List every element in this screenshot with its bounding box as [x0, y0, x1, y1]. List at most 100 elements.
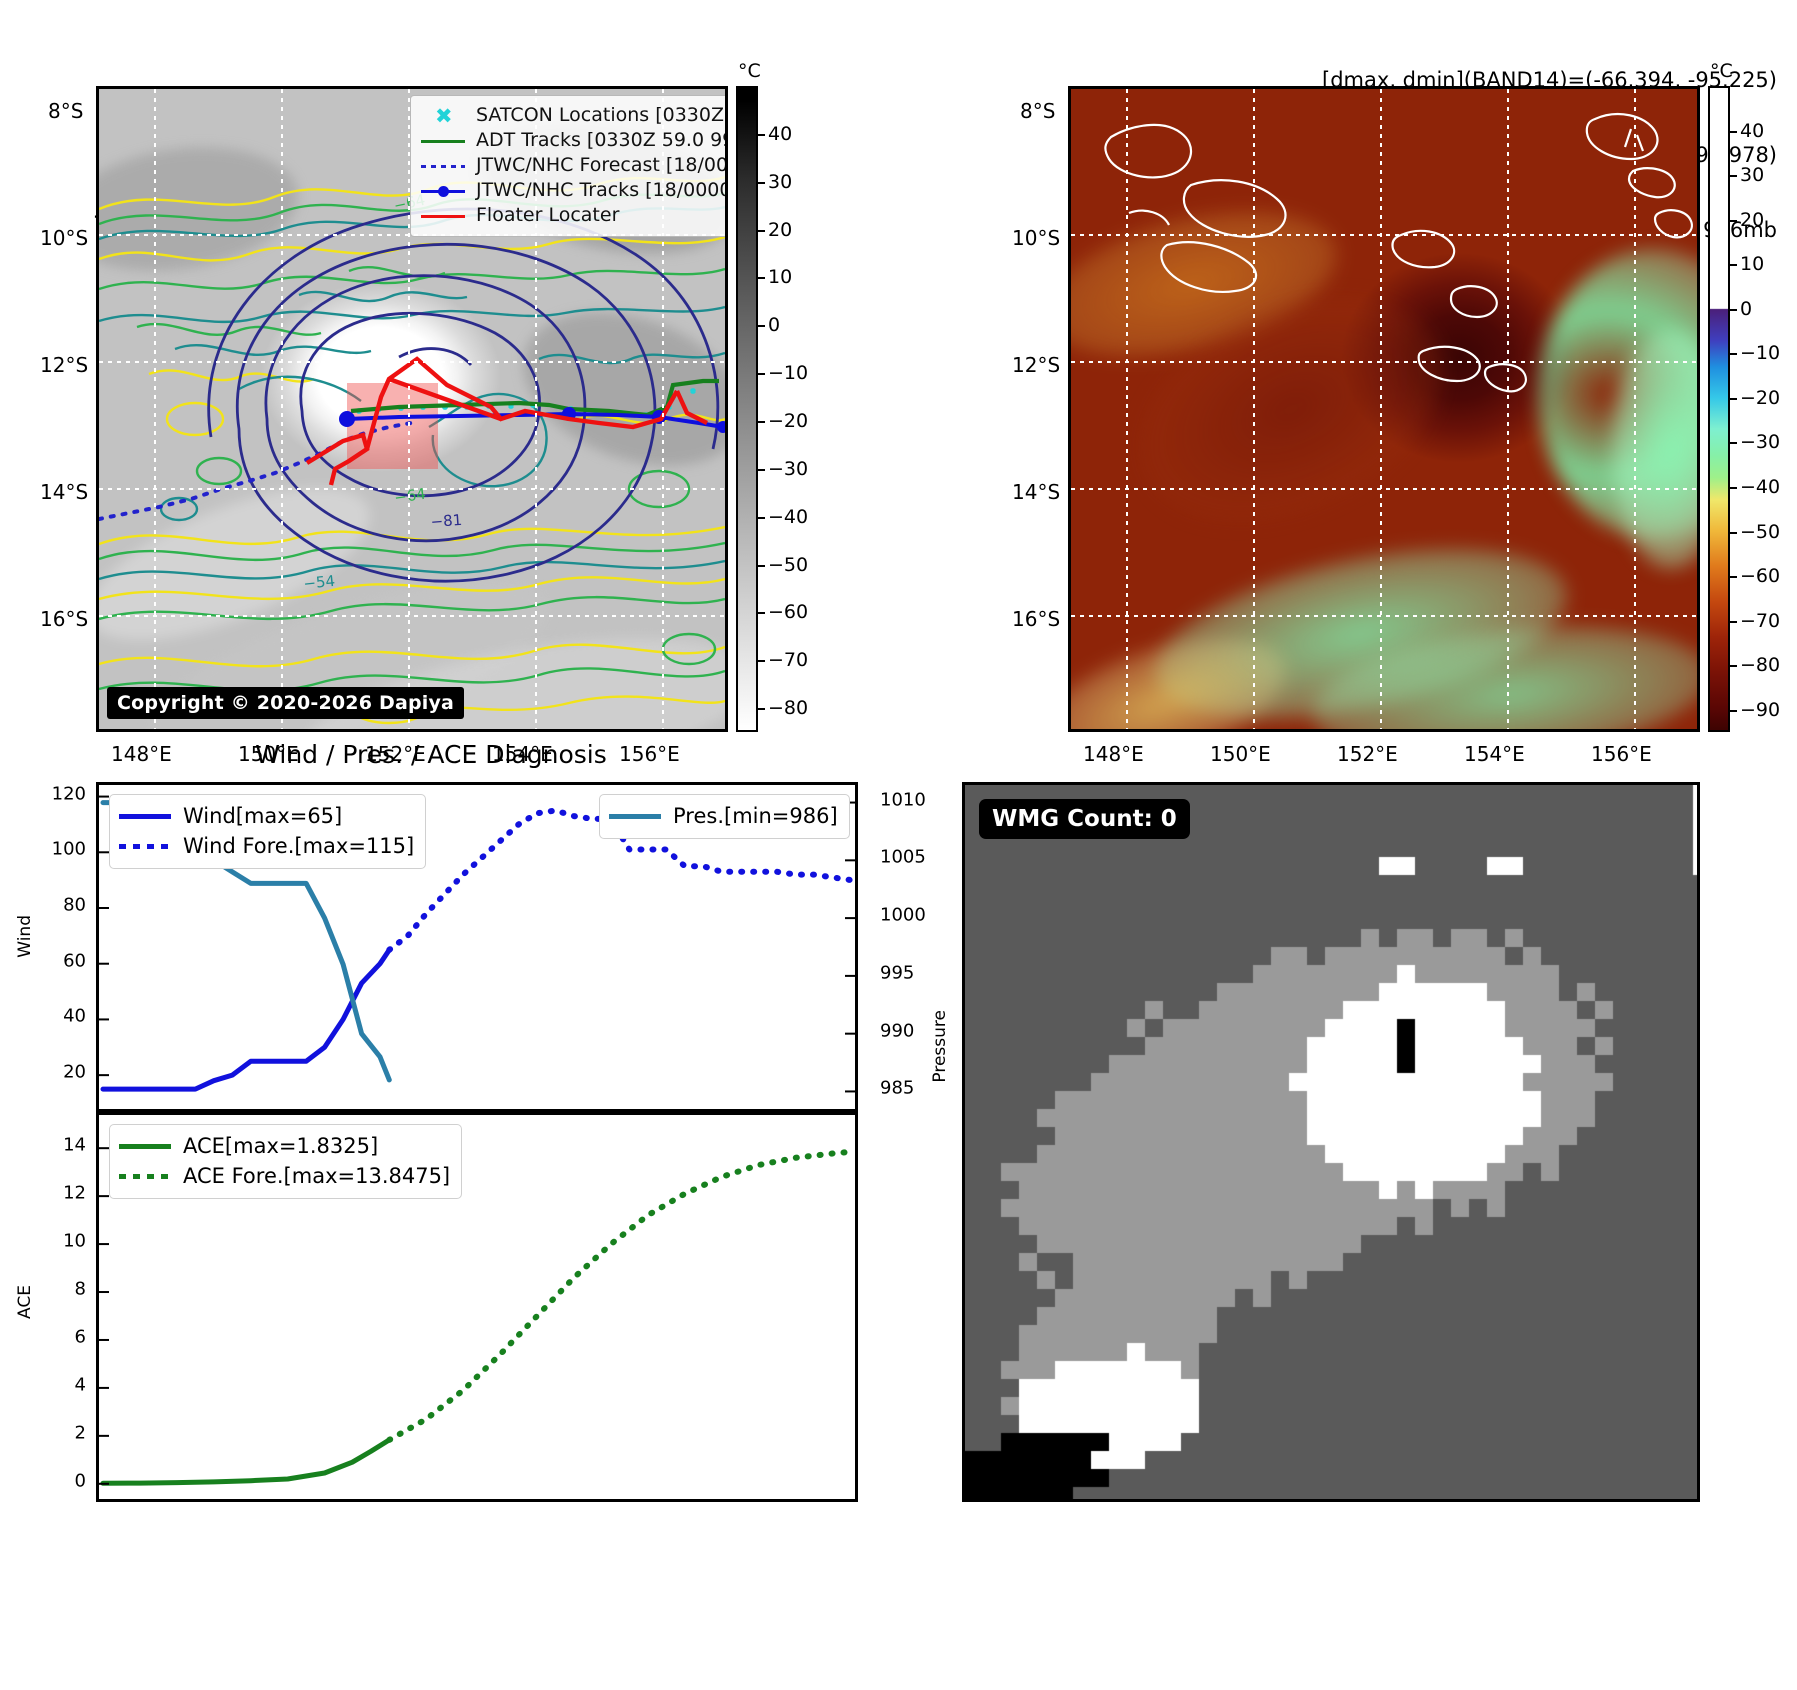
legend-item[interactable]: Wind Fore.[max=115]: [119, 831, 414, 861]
colorbar-tick-label: −10: [768, 362, 809, 385]
map-legend[interactable]: ✖ SATCON Locations [0330Z 58 987] ADT Tr…: [410, 95, 728, 237]
awv-lat-tick-10s: 10°S: [1012, 226, 1061, 250]
colorbar-tick-label: 10: [768, 266, 793, 289]
legend-item[interactable]: ACE[max=1.8325]: [119, 1131, 450, 1161]
legend-item[interactable]: JTWC/NHC Forecast [18/0000Z]: [421, 153, 728, 178]
legend-item[interactable]: ACE Fore.[max=13.8475]: [119, 1161, 450, 1191]
legend-label: JTWC/NHC Forecast [18/0000Z]: [476, 154, 728, 176]
lat-tick-10s: 10°S: [40, 226, 89, 250]
series-Wind Fore.[max=115]: [386, 807, 854, 953]
awv-lat-tick-16s: 16°S: [1012, 607, 1061, 631]
wmg-count-badge: WMG Count: 0: [979, 799, 1190, 839]
colorbar-tick-mark: [1730, 665, 1737, 668]
lat-tick-16s: 16°S: [40, 607, 89, 631]
grid-line: [1380, 89, 1382, 729]
grid-line: [154, 89, 156, 729]
colorbar-tick-label: −90: [1740, 698, 1781, 721]
ir-grayscale-map[interactable]: −81 −64 −64 −54: [96, 86, 728, 732]
colorbar-tick-mark: [758, 564, 765, 567]
wmg-panel[interactable]: WMG Count: 0: [962, 782, 1700, 1502]
awv-lon-tick-154e: 154°E: [1464, 742, 1525, 766]
awv-lon-tick-150e: 150°E: [1210, 742, 1271, 766]
colorbar-tick-mark: [1730, 175, 1737, 178]
ace-tick-label: 0: [74, 1470, 86, 1492]
grid-line: [1071, 488, 1697, 490]
colorbar-grayscale[interactable]: °C 40 30 20 10 0 −10 −20 −30 −40 −50 −60 −70 −80: [736, 60, 846, 732]
legend-item[interactable]: Pres.[min=986]: [609, 801, 838, 831]
ace-legend[interactable]: ACE[max=1.8325] ACE Fore.[max=13.8475]: [109, 1124, 463, 1199]
wind-legend[interactable]: Wind[max=65] Wind Fore.[max=115]: [109, 794, 427, 869]
colorbar-tick-mark: [1730, 709, 1737, 712]
awv-lat-tick-8s: 8°S: [1020, 99, 1056, 123]
svg-text:−54: −54: [303, 572, 336, 593]
wind-pressure-chart[interactable]: Wind[max=65] Wind Fore.[max=115] Pres.[m…: [96, 782, 858, 1112]
colorbar-tick-label: −50: [768, 553, 809, 576]
wind-tick-label: 100: [51, 838, 86, 860]
colorbar-tick-mark: [758, 468, 765, 471]
awv-coastlines: [1104, 113, 1693, 393]
legend-item[interactable]: Wind[max=65]: [119, 801, 414, 831]
legend-item[interactable]: Floater Locater: [421, 203, 725, 228]
pressure-tick-label: 1000: [880, 904, 926, 926]
satcon-x-icon: ✖: [435, 103, 453, 128]
colorbar-tick-mark: [758, 181, 765, 184]
ace-tick-label: 4: [74, 1374, 86, 1396]
colorbar-unit: °C: [738, 60, 761, 82]
ace-tick-label: 8: [74, 1278, 86, 1300]
grid-line: [1634, 89, 1636, 729]
ace-tick-label: 6: [74, 1326, 86, 1348]
pressure-legend[interactable]: Pres.[min=986]: [599, 794, 850, 839]
awv-lat-tick-14s: 14°S: [1012, 480, 1061, 504]
colorbar-tick-label: −10: [1740, 342, 1781, 365]
lat-tick-14s: 14°S: [40, 480, 89, 504]
colorbar-tick-mark: [758, 420, 765, 423]
grid-line: [99, 361, 725, 363]
colorbar-tick-label: −80: [768, 697, 809, 720]
legend-label: ADT Tracks [0330Z 59.0 992.4]: [476, 129, 725, 151]
wind-tick-label: 40: [63, 1005, 86, 1027]
colorbar-tick-label: −20: [1740, 386, 1781, 409]
ace-plot-area: [99, 1147, 854, 1486]
colorbar-tick-mark: [758, 277, 765, 280]
jtwc-track-icon: [421, 184, 465, 198]
colorbar-tick-label: −50: [1740, 520, 1781, 543]
legend-item[interactable]: ADT Tracks [0330Z 59.0 992.4]: [421, 128, 725, 153]
colorbar-tick-mark: [758, 660, 765, 663]
grid-line: [281, 89, 283, 729]
charts-title: Wind / Pres. / ACE Diagnosis: [255, 740, 607, 769]
ace-tick-label: 14: [63, 1134, 86, 1156]
wind-forecast-dotted-icon: [119, 839, 171, 853]
wind-line-icon: [119, 809, 171, 823]
colorbar-tick-mark: [758, 708, 765, 711]
pressure-tick-label: 1005: [880, 846, 926, 868]
colorbar-tick-label: 40: [768, 122, 793, 145]
copyright-notice: Copyright © 2020-2026 Dapiya: [107, 687, 465, 719]
legend-label: Wind[max=65]: [183, 803, 343, 828]
floater-box: [347, 383, 438, 469]
ace-chart[interactable]: ACE[max=1.8325] ACE Fore.[max=13.8475]: [96, 1112, 858, 1502]
enhanced-ir-map[interactable]: [1068, 86, 1700, 732]
series-Wind[max=65]: [100, 947, 392, 1092]
colorbar-tick-mark: [758, 516, 765, 519]
legend-label: Floater Locater: [476, 204, 620, 226]
colorbar-tick-label: 0: [768, 314, 781, 337]
colorbar-tick-label: 30: [768, 170, 793, 193]
grid-line: [1071, 234, 1697, 236]
floater-line-icon: [421, 209, 465, 223]
legend-label: Wind Fore.[max=115]: [183, 833, 415, 858]
awv-lon-tick-152e: 152°E: [1337, 742, 1398, 766]
legend-label: SATCON Locations [0330Z 58 987]: [476, 104, 725, 126]
colorbar-tick-label: 20: [768, 218, 793, 241]
colorbar-enhanced[interactable]: °C 40 30 20 10 0 −10 −20 −30 −40 −50 −60 −70 −80 −90: [1708, 60, 1797, 732]
legend-item[interactable]: JTWC/NHC Tracks [18/0000Z]: [421, 178, 725, 203]
pressure-tick-label: 990: [880, 1020, 915, 1042]
colorbar-tick-label: 30: [1740, 164, 1765, 187]
legend-label: ACE Fore.[max=13.8475]: [183, 1163, 451, 1188]
colorbar-tick-label: −70: [1740, 609, 1781, 632]
colorbar-tick-mark: [758, 612, 765, 615]
colorbar-tick-label: −30: [1740, 431, 1781, 454]
pressure-tick-label: 995: [880, 962, 915, 984]
legend-item[interactable]: ✖ SATCON Locations [0330Z 58 987]: [421, 103, 725, 128]
lon-tick-154e: 154°E: [492, 742, 553, 766]
